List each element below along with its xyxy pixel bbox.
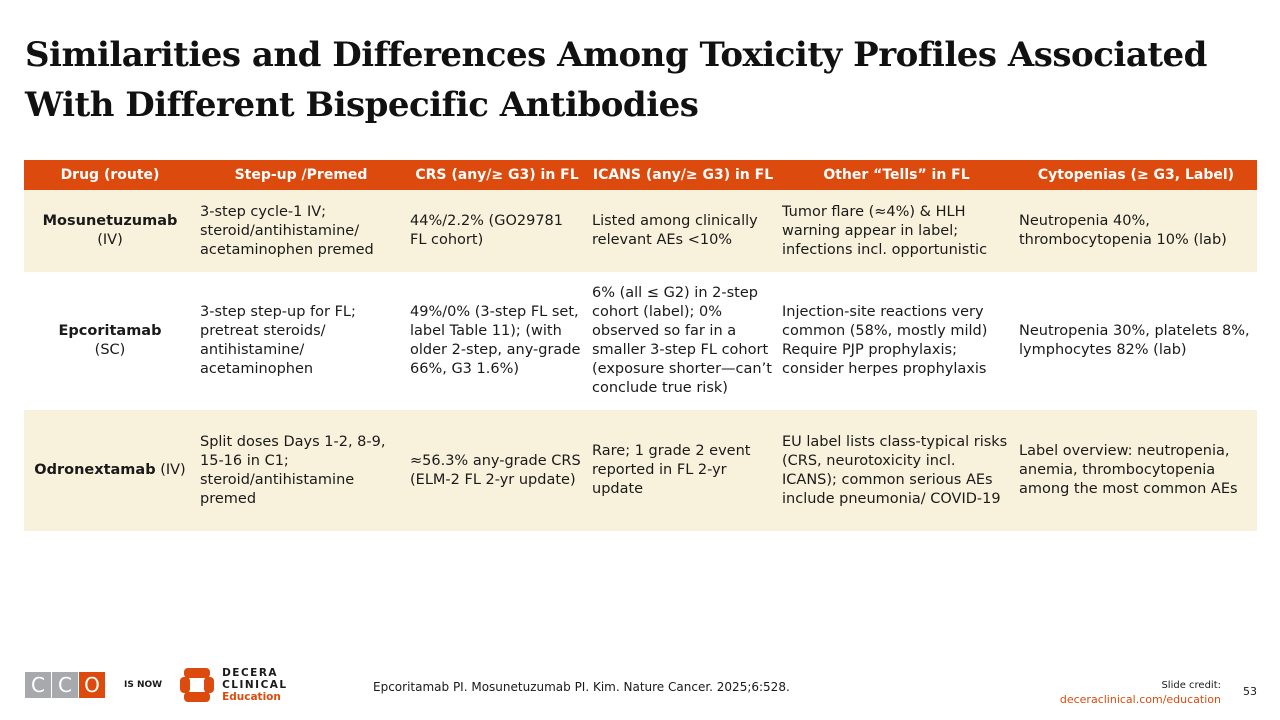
drug-name: Epcoritamab xyxy=(58,323,162,339)
other-cell: Injection-site reactions very common (58… xyxy=(778,272,1015,410)
crs-cell: 44%/2.2% (GO29781 FL cohort) xyxy=(406,190,588,272)
other-cell: EU label lists class-typical risks (CRS,… xyxy=(778,410,1015,531)
icans-cell: Listed among clinically relevant AEs <10… xyxy=(588,190,778,272)
column-header: ICANS (any/≥ G3) in FL xyxy=(588,160,778,190)
stepup-cell: 3-step step-up for FL; pretreat steroids… xyxy=(196,272,406,410)
cytopenia-cell: Label overview: neutropenia, anemia, thr… xyxy=(1015,410,1257,531)
drug-name: Mosunetuzumab xyxy=(42,213,178,229)
slide-title: Similarities and Differences Among Toxic… xyxy=(25,35,1207,125)
decera-mark-icon xyxy=(180,668,215,702)
drug-cell: Odronextamab (IV) xyxy=(24,410,196,531)
cco-logo: C C O xyxy=(25,672,106,698)
decera-line1: DECERA xyxy=(222,667,279,679)
cytopenia-cell: Neutropenia 30%, platelets 8%, lymphocyt… xyxy=(1015,272,1257,410)
drug-route: (IV) xyxy=(97,232,123,248)
crs-cell: 49%/0% (3-step FL set, label Table 11); … xyxy=(406,272,588,410)
drug-route: (IV) xyxy=(160,462,186,478)
column-header: Cytopenias (≥ G3, Label) xyxy=(1015,160,1257,190)
other-cell: Tumor flare (≈4%) & HLH warning appear i… xyxy=(778,190,1015,272)
column-header: Drug (route) xyxy=(24,160,196,190)
column-header: CRS (any/≥ G3) in FL xyxy=(406,160,588,190)
table-row: Mosunetuzumab (IV) 3-step cycle-1 IV; ste… xyxy=(24,190,1257,272)
crs-cell: ≈56.3% any-grade CRS (ELM-2 FL 2-yr upda… xyxy=(406,410,588,531)
column-header: Step-up /Premed xyxy=(196,160,406,190)
table-row: Odronextamab (IV) Split doses Days 1-2, … xyxy=(24,410,1257,531)
drug-cell: Epcoritamab (SC) xyxy=(24,272,196,410)
decera-line3: Education xyxy=(222,691,281,703)
is-now-label: IS NOW xyxy=(124,680,163,690)
references: Epcoritamab PI. Mosunetuzumab PI. Kim. N… xyxy=(373,680,790,694)
drug-cell: Mosunetuzumab (IV) xyxy=(24,190,196,272)
table-row: Epcoritamab (SC) 3-step step-up for FL; p… xyxy=(24,272,1257,410)
footer-logos: C C O IS NOW DECERA CLINICAL Education xyxy=(25,667,288,703)
stepup-cell: Split doses Days 1-2, 8-9, 15-16 in C1; … xyxy=(196,410,406,531)
table-header-row: Drug (route) Step-up /Premed CRS (any/≥ … xyxy=(24,160,1257,190)
decera-line2: CLINICAL xyxy=(222,679,288,691)
cco-letter: C xyxy=(25,672,51,698)
column-header: Other “Tells” in FL xyxy=(778,160,1015,190)
cco-letter: C xyxy=(52,672,78,698)
credit-link[interactable]: deceraclinical.com/education xyxy=(1059,693,1221,706)
icans-cell: Rare; 1 grade 2 event reported in FL 2-y… xyxy=(588,410,778,531)
cco-letter: O xyxy=(79,672,105,698)
toxicity-table: Drug (route) Step-up /Premed CRS (any/≥ … xyxy=(24,160,1257,531)
slide-credit: Slide credit: deceraclinical.com/educati… xyxy=(1060,679,1221,707)
drug-name: Odronextamab xyxy=(34,462,156,478)
drug-route: (SC) xyxy=(94,342,126,358)
cytopenia-cell: Neutropenia 40%, thrombocytopenia 10% (l… xyxy=(1015,190,1257,272)
icans-cell: 6% (all ≤ G2) in 2-step cohort (label); … xyxy=(588,272,778,410)
credit-label: Slide credit: xyxy=(1161,680,1221,691)
stepup-cell: 3-step cycle-1 IV; steroid/antihistamine… xyxy=(196,190,406,272)
page-number: 53 xyxy=(1243,685,1257,698)
decera-logo: DECERA CLINICAL Education xyxy=(180,667,288,703)
